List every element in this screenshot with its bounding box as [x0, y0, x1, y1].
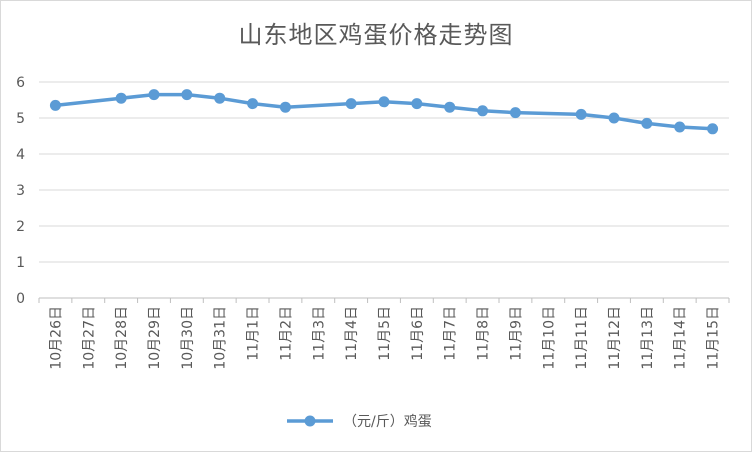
- x-tick-label: 11月3日: [311, 306, 327, 361]
- data-point: [181, 89, 193, 101]
- y-tick-label: 6: [16, 75, 25, 91]
- data-point: [444, 101, 456, 113]
- data-point: [509, 107, 521, 119]
- x-tick-label: 11月15日: [706, 306, 722, 370]
- data-point: [674, 121, 686, 133]
- data-point: [411, 98, 423, 110]
- legend-label: （元/斤）鸡蛋: [343, 413, 432, 430]
- x-tick-label: 11月2日: [278, 306, 294, 361]
- x-tick-label: 10月31日: [213, 306, 229, 370]
- y-tick-label: 2: [16, 219, 25, 235]
- data-point: [575, 108, 587, 120]
- x-tick-label: 11月4日: [344, 306, 360, 361]
- data-point: [115, 92, 127, 104]
- x-tick-label: 11月10日: [541, 306, 557, 370]
- data-point: [49, 99, 61, 111]
- x-tick-label: 11月14日: [673, 306, 689, 370]
- data-point: [608, 112, 620, 124]
- data-point: [707, 123, 719, 135]
- x-tick-label: 11月1日: [246, 306, 262, 361]
- data-point: [345, 98, 357, 110]
- x-tick-label: 10月26日: [48, 306, 64, 370]
- data-point: [279, 101, 291, 113]
- data-point: [477, 105, 489, 117]
- x-tick-label: 11月7日: [443, 306, 459, 361]
- x-tick-label: 11月6日: [410, 306, 426, 361]
- data-point: [214, 92, 226, 104]
- x-tick-label: 10月28日: [114, 306, 130, 370]
- x-tick-label: 11月9日: [508, 306, 524, 361]
- x-tick-label: 10月30日: [180, 306, 196, 370]
- y-tick-label: 3: [16, 183, 25, 199]
- y-tick-label: 1: [16, 255, 25, 271]
- data-point: [148, 89, 160, 101]
- data-point: [378, 96, 390, 108]
- x-tick-label: 11月12日: [607, 306, 623, 370]
- legend-marker: [304, 415, 316, 427]
- y-tick-label: 4: [16, 147, 25, 163]
- chart-title: 山东地区鸡蛋价格走势图: [238, 21, 514, 49]
- x-tick-label: 11月13日: [640, 306, 656, 370]
- x-tick-label: 10月27日: [81, 306, 97, 370]
- y-tick-label: 0: [16, 291, 25, 307]
- data-point: [247, 98, 259, 110]
- x-tick-label: 11月11日: [574, 306, 590, 370]
- y-tick-label: 5: [16, 111, 25, 127]
- x-tick-label: 11月5日: [377, 306, 393, 361]
- data-point: [641, 117, 653, 129]
- x-tick-label: 10月29日: [147, 306, 163, 370]
- x-tick-label: 11月8日: [476, 306, 492, 361]
